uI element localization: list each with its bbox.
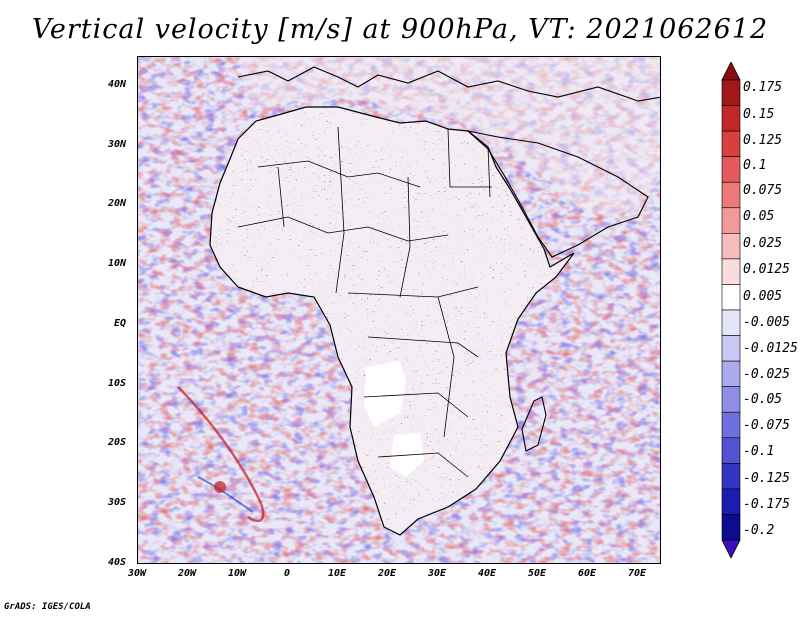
colorbar-label: 0.175 bbox=[743, 80, 783, 95]
country-borders bbox=[237, 126, 492, 478]
colorbar-label: 0.1 bbox=[743, 158, 767, 173]
colorbar bbox=[721, 62, 741, 558]
y-tick-label: 30S bbox=[107, 497, 126, 508]
colorbar-label: -0.0125 bbox=[743, 341, 798, 356]
x-tick-label: 70E bbox=[627, 568, 647, 579]
nodata-patch-west bbox=[364, 361, 406, 427]
chart-title: Vertical velocity [m/s] at 900hPa, VT: 2… bbox=[31, 14, 769, 45]
colorbar-swatch bbox=[721, 105, 741, 132]
y-tick-label: 30N bbox=[107, 139, 126, 150]
colorbar-swatch bbox=[721, 207, 741, 234]
x-tick-label: 30E bbox=[427, 568, 447, 579]
x-tick-label: 30W bbox=[127, 568, 147, 579]
colorbar-label: 0.125 bbox=[743, 133, 783, 148]
madagascar-coastline bbox=[521, 396, 547, 452]
colorbar-label: -0.1 bbox=[743, 444, 775, 459]
colorbar-swatch bbox=[721, 514, 741, 541]
colorbar-swatch bbox=[721, 437, 741, 464]
colorbar-swatch bbox=[721, 284, 741, 311]
colorbar-swatch bbox=[721, 309, 741, 336]
europe-coastline bbox=[237, 66, 660, 102]
colorbar-label: -0.005 bbox=[743, 315, 790, 330]
grads-credit: GrADS: IGES/COLA bbox=[4, 602, 91, 612]
y-tick-label: 20S bbox=[107, 437, 126, 448]
velocity-map bbox=[138, 57, 660, 563]
colorbar-label: 0.005 bbox=[743, 289, 783, 304]
colorbar-swatch bbox=[721, 488, 741, 515]
colorbar-swatch bbox=[721, 360, 741, 387]
arabia-coastline bbox=[466, 130, 649, 258]
colorbar-label: -0.05 bbox=[743, 392, 783, 407]
southern-frontal-streak bbox=[177, 386, 265, 523]
colorbar-swatch bbox=[721, 156, 741, 183]
colorbar-label: -0.175 bbox=[743, 497, 790, 512]
y-tick-label: 20N bbox=[107, 198, 126, 209]
x-tick-label: 50E bbox=[527, 568, 547, 579]
colorbar-label: -0.125 bbox=[743, 471, 790, 486]
colorbar-label: 0.05 bbox=[743, 209, 775, 224]
colorbar-swatch bbox=[721, 79, 741, 106]
colorbar-swatch bbox=[721, 233, 741, 260]
colorbar-label: -0.075 bbox=[743, 418, 790, 433]
colorbar-label: 0.075 bbox=[743, 183, 783, 198]
y-tick-label: 40N bbox=[107, 79, 126, 90]
colorbar-label: 0.15 bbox=[743, 107, 775, 122]
colorbar-swatch bbox=[721, 181, 741, 209]
x-tick-label: 10W bbox=[227, 568, 247, 579]
colorbar-swatch bbox=[721, 258, 741, 285]
x-tick-label: 0 bbox=[283, 568, 291, 579]
y-tick-label: 10N bbox=[107, 258, 126, 269]
y-tick-label: 10S bbox=[107, 378, 126, 389]
colorbar-label: -0.025 bbox=[743, 367, 790, 382]
africa-coastline bbox=[209, 106, 575, 536]
colorbar-label: 0.0125 bbox=[743, 262, 790, 277]
x-tick-label: 20W bbox=[177, 568, 197, 579]
colorbar-swatch bbox=[721, 386, 741, 413]
map-plot-area bbox=[137, 56, 661, 564]
colorbar-top-arrow bbox=[721, 62, 741, 81]
y-tick-label: 40S bbox=[107, 557, 126, 568]
colorbar-label: -0.2 bbox=[743, 523, 775, 538]
colorbar-swatch bbox=[721, 130, 741, 157]
y-tick-label: EQ bbox=[113, 318, 126, 329]
colorbar-bottom-arrow bbox=[721, 539, 741, 558]
x-tick-label: 60E bbox=[577, 568, 597, 579]
colorbar-swatch bbox=[721, 463, 741, 490]
colorbar-swatch bbox=[721, 335, 741, 362]
x-tick-label: 40E bbox=[477, 568, 497, 579]
colorbar-label: 0.025 bbox=[743, 236, 783, 251]
x-tick-label: 20E bbox=[377, 568, 397, 579]
colorbar-swatch bbox=[721, 411, 741, 439]
x-tick-label: 10E bbox=[327, 568, 347, 579]
